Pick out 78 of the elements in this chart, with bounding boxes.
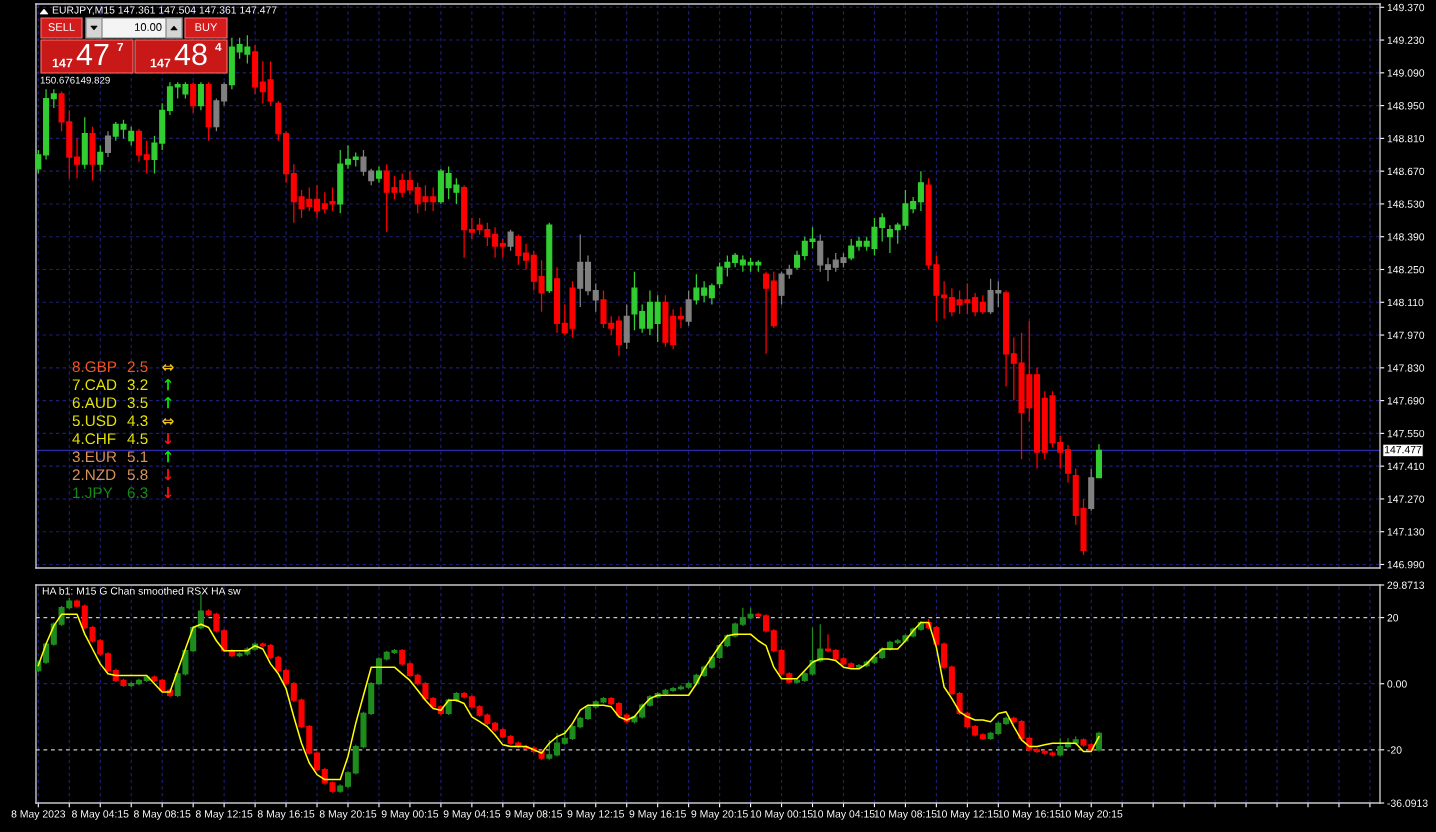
chart-title: HA b1: M15 G Chan smoothed RSX HA sw <box>42 587 241 595</box>
ref-line-label: 147.477 <box>1384 446 1422 454</box>
annotation: 4 <box>215 42 222 52</box>
y-tick-label: 146.990 <box>1387 560 1425 569</box>
annotation: ⇔ <box>162 363 174 371</box>
y-tick-label: 148.670 <box>1387 167 1425 176</box>
annotation: 47 <box>76 43 109 65</box>
y-tick-label: 147.270 <box>1387 495 1425 503</box>
x-tick-label: 10 May 16:15 <box>998 810 1061 820</box>
x-tick-label: 8 May 16:15 <box>257 810 315 820</box>
y-tick-label: 149.090 <box>1387 69 1425 77</box>
annotation: 7 <box>117 42 124 52</box>
annotation: 150.676149.829 <box>40 76 110 84</box>
x-tick-label: 8 May 2023 <box>11 810 66 820</box>
annotation: 5.8 <box>127 469 148 481</box>
x-tick-label: 10 May 04:15 <box>812 810 875 820</box>
annotation: 147 <box>150 58 171 68</box>
annotation: 2.NZD <box>72 469 116 480</box>
annotation: ↑ <box>164 397 172 409</box>
y-tick-label: -36.0913 <box>1387 799 1428 807</box>
x-tick-label: 9 May 08:15 <box>505 810 563 820</box>
annotation: 6.3 <box>127 487 148 499</box>
annotation: SELL <box>48 23 75 31</box>
y-tick-label: 148.110 <box>1387 298 1424 307</box>
x-tick-label: 9 May 12:15 <box>567 810 624 820</box>
y-tick-label: 147.970 <box>1387 331 1425 339</box>
annotation: ↓ <box>164 487 172 499</box>
x-tick-label: 10 May 20:15 <box>1060 810 1123 820</box>
y-tick-label: 148.530 <box>1387 200 1425 208</box>
annotation: ↓ <box>164 433 172 445</box>
annotation: ⇔ <box>162 417 174 425</box>
y-tick-label: 148.810 <box>1387 134 1425 143</box>
y-tick-label: 147.550 <box>1387 429 1425 438</box>
x-tick-label: 10 May 00:15 <box>750 810 813 820</box>
annotation: 7.CAD <box>72 379 117 391</box>
annotation: 147 <box>52 58 73 68</box>
annotation: 48 <box>174 43 207 66</box>
y-tick-label: -20 <box>1387 746 1402 754</box>
annotation: 10.00 <box>135 23 162 31</box>
annotation: 4.3 <box>127 415 148 427</box>
annotation: ↑ <box>164 379 172 391</box>
annotation: 1.JPY <box>73 487 113 499</box>
annotation: 8.GBP <box>72 361 117 373</box>
x-tick-label: 9 May 04:15 <box>443 810 501 820</box>
x-tick-label: 9 May 20:15 <box>691 810 748 820</box>
y-tick-label: 20 <box>1387 614 1399 622</box>
x-tick-label: 10 May 12:15 <box>936 810 999 820</box>
y-tick-label: 29.8713 <box>1387 581 1425 589</box>
annotation: 6.AUD <box>72 397 117 409</box>
annotation: 3.5 <box>127 397 148 409</box>
annotation: 5.USD <box>72 415 117 427</box>
annotation: 5.1 <box>127 451 148 463</box>
annotation: ↓ <box>164 469 172 481</box>
x-tick-label: 10 May 08:15 <box>874 810 937 820</box>
x-tick-label: 9 May 00:15 <box>381 810 439 820</box>
x-tick-label: 8 May 08:15 <box>133 810 191 820</box>
annotation: ↑ <box>164 451 172 463</box>
chart-title: EURJPY,M15 147.361 147.504 147.361 147.477 <box>52 6 277 15</box>
annotation: 3.2 <box>127 379 148 391</box>
x-tick-label: 9 May 16:15 <box>629 810 686 820</box>
y-tick-label: 147.410 <box>1387 462 1425 471</box>
x-tick-label: 8 May 04:15 <box>72 810 129 820</box>
annotation: 3.EUR <box>72 451 117 463</box>
annotation: 4.CHF <box>72 433 116 445</box>
y-tick-label: 147.690 <box>1387 397 1425 405</box>
y-tick-label: 149.230 <box>1387 36 1425 44</box>
annotation: BUY <box>195 23 218 31</box>
y-tick-label: 147.830 <box>1387 364 1425 372</box>
annotation: 4.5 <box>127 433 148 445</box>
y-tick-label: 0.00 <box>1387 680 1407 688</box>
y-tick-label: 149.370 <box>1387 3 1425 12</box>
annotation: 2.5 <box>127 361 148 373</box>
y-tick-label: 148.950 <box>1387 102 1425 110</box>
x-tick-label: 8 May 20:15 <box>319 810 377 820</box>
x-tick-label: 8 May 12:15 <box>195 810 253 820</box>
y-tick-label: 147.130 <box>1387 528 1425 536</box>
y-tick-label: 148.390 <box>1387 233 1425 241</box>
y-tick-label: 148.250 <box>1387 266 1425 274</box>
